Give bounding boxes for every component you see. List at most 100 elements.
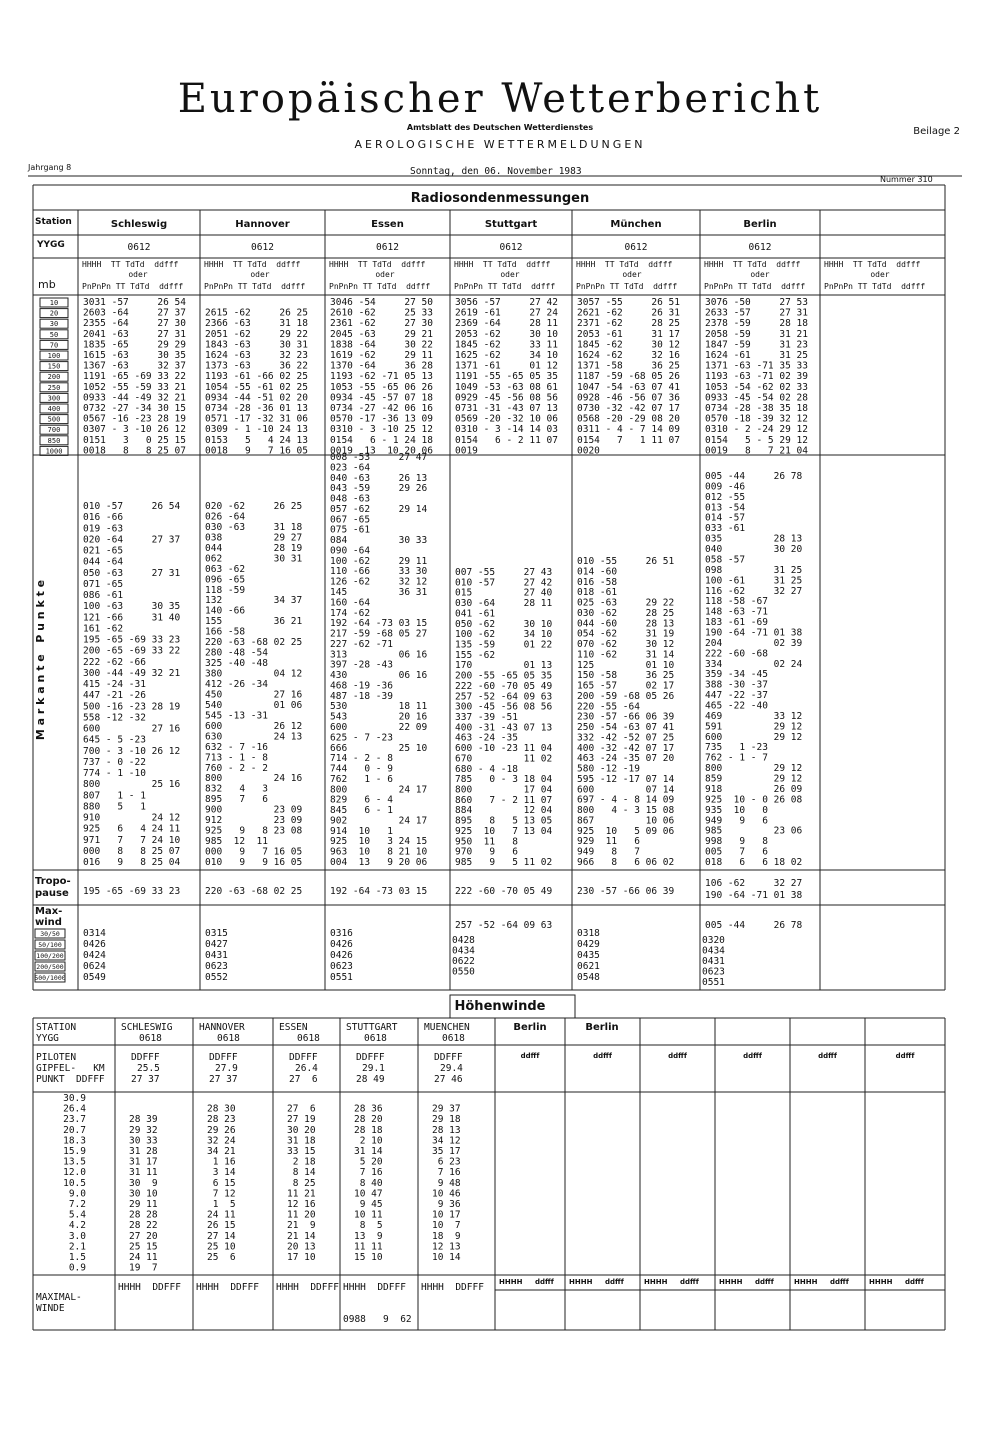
cell-text: 0154 7 1 11 07 [577,435,680,446]
cell-text: 400 [48,405,61,413]
cell-text: 600 29 12 [705,732,802,743]
cell-text: 222 -60 -70 05 49 [455,681,553,692]
cell-text: 11 11 [354,1241,383,1252]
cell-text: 2 10 [354,1135,383,1146]
cell-text: 28 22 [129,1220,158,1231]
cell-text: 071 -65 [83,579,123,590]
cell-text: 27 6 [289,1074,318,1085]
cell-text: 0307 - 3 -10 26 12 [83,424,186,435]
cell-text: 0623 [205,961,228,972]
cell-text: 985 23 06 [705,826,803,837]
cell-text: 250 -54 -63 07 41 [577,722,675,733]
cell-text: 2355 -64 27 30 [83,318,186,329]
cell-text: 300 -44 -49 32 21 [83,668,181,679]
cell-text: 25 10 [207,1241,236,1252]
cell-text: 31 18 [287,1135,316,1146]
cell-text: 8 14 [287,1167,316,1178]
cell-text: 222 -60 -70 05 49 [455,886,553,897]
cell-text: 0434 [702,946,725,957]
cell-text: 020 -62 26 25 [205,501,302,512]
cell-text: 8 25 [287,1178,316,1189]
cell-text: 632 - 7 -16 [205,742,268,753]
cell-text: 2371 -62 28 25 [577,318,680,329]
cell-text: 1845 -62 30 12 [577,339,680,350]
cell-text: 13 9 [354,1231,383,1242]
cell-text: 600 27 16 [83,724,181,735]
cell-text: HHHH [499,1278,523,1286]
cell-text: 0019 [455,445,478,456]
cell-text: PnPnPn TT TdTd ddfff [82,282,183,291]
cell-text: 30 20 [287,1125,316,1136]
cell-text: 0310 - 2 -24 29 12 [705,424,808,435]
cell-text: 030 -62 28 25 [577,608,674,619]
cell-text: 0431 [702,956,725,967]
cell-text: YYGG [36,240,65,250]
cell-text: 014 -57 [705,513,745,524]
cell-text: 540 01 06 [205,700,303,711]
cell-text: 591 29 12 [705,721,802,732]
cell-text: 050 -62 30 10 [455,619,553,630]
cell-text: 860 7 - 2 11 07 [455,795,552,806]
cell-text: 016 9 8 25 04 [83,857,181,868]
cell-text: 7 12 [207,1188,236,1199]
cell-text: 884 12 04 [455,805,553,816]
cell-text: 800 24 16 [205,773,303,784]
cell-text: 30 [50,320,58,328]
cell-text: 009 -46 [705,481,745,492]
cell-text: 057 -62 29 14 [330,504,428,515]
cell-text: HHHH [869,1278,893,1286]
cell-text: oder [500,270,519,279]
cell-text: STUTTGART [346,1022,398,1033]
cell-text: 217 -59 -68 05 27 [330,629,427,640]
cell-text: 195 -65 -69 33 23 [83,886,180,897]
cell-text: HHHH TT TdTd ddfff [454,260,551,269]
cell-text: 020 -64 27 37 [83,534,180,545]
cell-text: 1371 -58 36 25 [577,361,680,372]
cell-text: 3056 -57 27 42 [455,297,558,308]
cell-text: 963 10 8 21 10 [330,847,428,858]
cell-text: 1193 -62 -71 05 13 [330,371,433,382]
cell-text: 016 -66 [83,512,123,523]
level-box [34,961,66,972]
cell-text: 5.4 [69,1210,86,1221]
cell-text: 29 11 [129,1199,158,1210]
cell-text: 155 -62 [455,650,495,661]
cell-text: 0734 -27 -42 06 16 [330,403,433,414]
volume: Jahrgang 8 [27,163,71,172]
cell-text: 2.1 [69,1241,86,1252]
cell-text: 313 06 16 [330,649,428,660]
cell-text: 29 18 [432,1114,461,1125]
cell-text: 12 13 [432,1241,461,1252]
cell-text: 24 11 [207,1210,236,1221]
cell-text: 13.5 [63,1157,86,1168]
level-box [39,339,69,350]
cell-text: HHHH DDFFF [421,1282,484,1293]
cell-text: oder [870,270,889,279]
cell-text: 1047 -54 -63 07 41 [577,382,680,393]
cell-text: 700 - 3 -10 26 12 [83,746,180,757]
cell-text: 3046 -54 27 50 [330,297,433,308]
cell-text: 140 -66 [205,606,245,617]
cell-text: 018 6 6 18 02 [705,857,802,868]
cell-text: 10 14 [432,1252,461,1263]
level-box [39,414,69,425]
cell-text: 126 -62 32 12 [330,577,427,588]
cell-text: 021 -65 [83,546,123,557]
cell-text: 900 23 09 [205,805,303,816]
cell-text: 038 29 27 [205,532,302,543]
cell-text: 015 27 40 [455,588,553,599]
cell-text: 062 30 31 [205,553,303,564]
cell-text: 1054 -55 -61 02 25 [205,382,308,393]
cell-text: 0612 [251,242,274,253]
cell-text: PnPnPn TT TdTd ddfff [704,282,805,291]
cell-text: HHHH [644,1278,668,1286]
cell-text: 31 17 [129,1157,158,1168]
cell-text: 850 [48,437,61,445]
cell-text: ddfff [755,1278,775,1286]
cell-text: 0315 [205,928,228,939]
cell-text: 829 6 - 4 [330,795,393,806]
cell-text: 0551 [702,977,725,988]
cell-text: 12 16 [287,1199,316,1210]
cell-text: 150 [48,363,61,371]
